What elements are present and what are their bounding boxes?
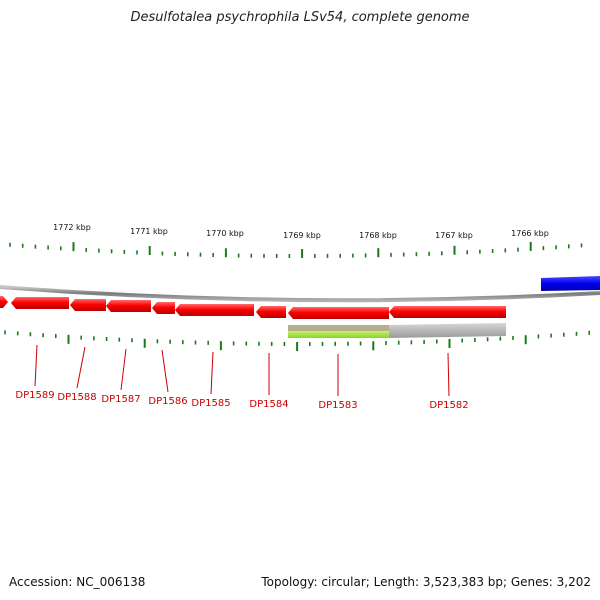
scale-label: 1772 kbp (53, 223, 91, 232)
gene-label[interactable]: DP1583 (318, 400, 357, 411)
scale-label: 1770 kbp (206, 229, 244, 238)
genome-summary-text: Topology: circular; Length: 3,523,383 bp… (261, 575, 591, 589)
gene-arrow[interactable] (70, 299, 106, 311)
scale-label: 1766 kbp (511, 229, 549, 238)
genome-backbone (0, 285, 600, 303)
gene-arrow-reverse-strand[interactable] (541, 276, 600, 291)
gene-label-leader (447, 352, 450, 397)
scale-label: 1768 kbp (359, 231, 397, 240)
gene-arrow[interactable] (175, 304, 254, 316)
feature-bar-green (288, 331, 389, 338)
gene-label-leader (34, 344, 38, 387)
gene-label[interactable]: DP1582 (429, 400, 468, 411)
gene-label-leader (76, 346, 86, 389)
gene-label[interactable]: DP1588 (57, 392, 96, 403)
gene-arrow[interactable] (152, 302, 175, 314)
scale-labels: 1772 kbp 1771 kbp 1770 kbp 1769 kbp 1768 kbp… (53, 223, 549, 240)
scale-label: 1767 kbp (435, 231, 473, 240)
map-title: Desulfotalea psychrophila LSv54, complet… (130, 10, 470, 25)
gene-label[interactable]: DP1587 (101, 394, 140, 405)
gene-labels: DP1589 DP1588 DP1587 DP1586 DP1585 DP1584 DP15… (15, 344, 469, 411)
gene-arrow[interactable] (389, 306, 506, 318)
gene-label[interactable]: DP1584 (249, 399, 288, 410)
scale-ticks-outer (9, 241, 583, 258)
gene-arrow[interactable] (288, 307, 389, 319)
feature-bar-gray-left (288, 325, 389, 331)
gene-label-leader (120, 348, 127, 391)
scale-ticks-inner (4, 330, 591, 351)
scale-label: 1769 kbp (283, 231, 321, 240)
gene-label[interactable]: DP1585 (191, 398, 230, 409)
gene-arrow[interactable] (11, 297, 69, 309)
gene-label[interactable]: DP1589 (15, 390, 54, 401)
scale-label: 1771 kbp (130, 227, 168, 236)
accession-text: Accession: NC_006138 (9, 575, 146, 589)
gene-label-leader (161, 349, 169, 393)
gene-arrow[interactable] (256, 306, 286, 318)
feature-bar-gray (389, 323, 506, 338)
gene-arrow[interactable] (106, 300, 151, 312)
gene-track (0, 276, 600, 319)
gene-label[interactable]: DP1586 (148, 396, 187, 407)
gene-label-leader (210, 351, 214, 395)
gene-arrow[interactable] (0, 296, 8, 308)
